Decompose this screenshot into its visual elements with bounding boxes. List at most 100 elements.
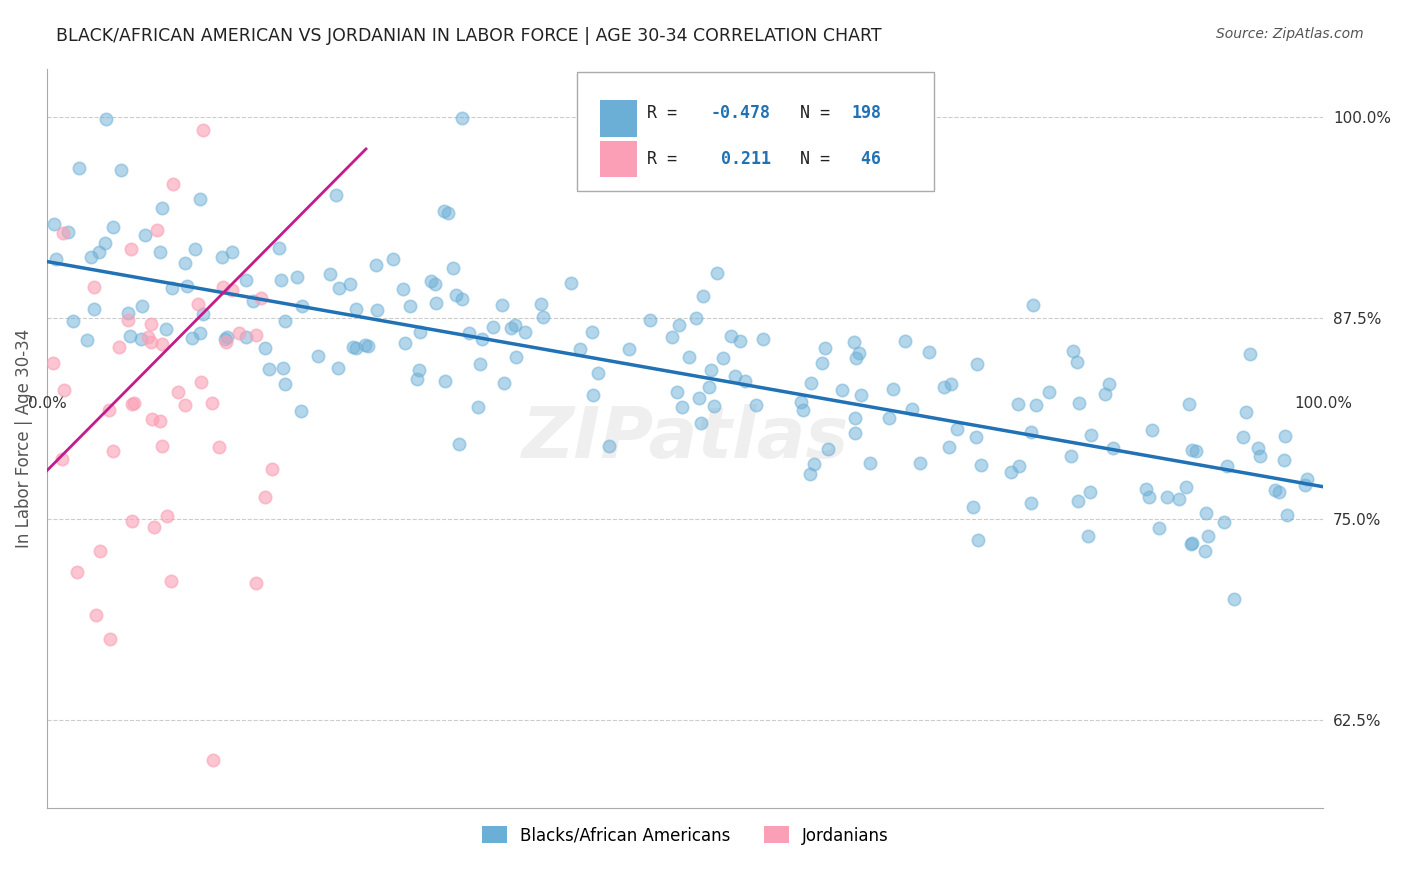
Point [666,384,689,399]
Point [531,310,554,324]
Point [62,314,84,328]
Point [399,299,422,313]
Point [1232,430,1254,444]
Point [208,440,231,454]
Legend: Blacks/African Americans, Jordanians: Blacks/African Americans, Jordanians [481,826,889,845]
Point [143,520,166,534]
Point [1102,442,1125,456]
Point [1077,529,1099,543]
Point [176,278,198,293]
Point [150,336,173,351]
Point [638,313,661,327]
Point [228,326,250,340]
Point [481,320,503,334]
Point [568,342,591,356]
Text: R =: R = [647,103,686,122]
Point [51,452,73,467]
Point [188,192,211,206]
Point [468,358,491,372]
Point [494,376,516,390]
Point [1021,298,1043,312]
Point [734,375,756,389]
Point [849,387,872,401]
Point [934,380,956,394]
Point [811,356,834,370]
Point [83,301,105,316]
Point [918,345,941,359]
Point [1247,441,1270,455]
Point [150,202,173,216]
Point [458,326,481,341]
Point [339,277,361,292]
Point [1294,477,1316,491]
Point [89,544,111,558]
Point [250,291,273,305]
Point [202,753,225,767]
Point [76,333,98,347]
Point [1239,347,1261,361]
Point [1067,494,1090,508]
Point [187,297,209,311]
Point [52,226,75,240]
Point [1168,491,1191,506]
FancyBboxPatch shape [599,100,637,136]
Point [97,403,120,417]
Point [405,372,427,386]
Point [221,283,243,297]
Point [118,329,141,343]
Point [1181,536,1204,550]
Text: R =: R = [647,150,686,168]
Point [215,335,238,350]
Point [668,318,690,332]
Point [354,338,377,352]
Point [692,288,714,302]
Point [342,340,364,354]
Point [1147,521,1170,535]
Point [180,330,202,344]
Point [1094,387,1116,401]
Point [162,178,184,192]
Point [260,461,283,475]
Point [274,314,297,328]
Point [1197,529,1219,543]
Point [121,514,143,528]
Point [1080,427,1102,442]
Point [221,245,243,260]
Point [678,351,700,365]
Point [96,112,118,126]
Point [800,376,823,391]
Point [688,391,710,405]
Point [728,334,751,348]
Text: Source: ZipAtlas.com: Source: ZipAtlas.com [1216,27,1364,41]
Point [685,310,707,325]
Point [419,275,441,289]
Point [437,206,460,220]
Point [946,422,969,436]
Point [1156,490,1178,504]
Point [101,220,124,235]
Point [1025,398,1047,412]
Point [212,280,235,294]
Point [503,318,526,332]
Point [962,500,984,514]
Point [150,439,173,453]
Point [42,217,65,231]
Point [53,384,76,398]
Point [391,282,413,296]
Point [877,411,900,425]
Point [799,467,821,481]
Point [1249,449,1271,463]
Point [235,330,257,344]
Point [1142,423,1164,437]
Point [1066,355,1088,369]
Point [966,358,988,372]
Point [344,341,367,355]
Point [1098,376,1121,391]
Point [938,440,960,454]
Point [617,342,640,356]
Point [110,162,132,177]
Point [408,362,430,376]
Point [433,375,456,389]
Point [939,377,962,392]
Point [1007,397,1029,411]
